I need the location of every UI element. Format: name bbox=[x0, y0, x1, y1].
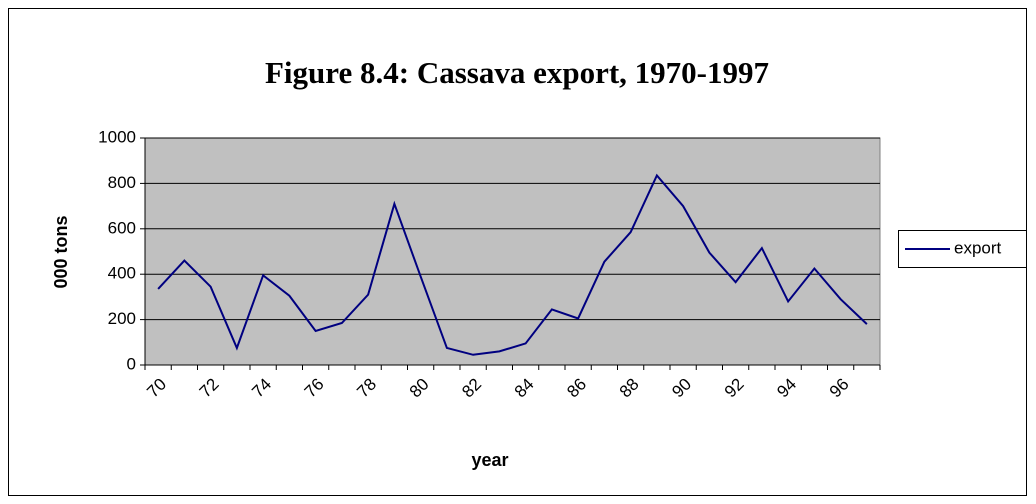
data-line bbox=[157, 173, 868, 356]
x-axis-label: year bbox=[471, 450, 508, 470]
plot-area bbox=[144, 137, 881, 366]
y-axis-label: 000 tons bbox=[51, 215, 71, 288]
y-tick-label: 400 bbox=[108, 264, 136, 283]
y-tick-label: 200 bbox=[108, 309, 136, 328]
chart-title: Figure 8.4: Cassava export, 1970-1997 bbox=[265, 55, 769, 90]
y-tick-label: 1000 bbox=[98, 127, 136, 146]
y-tick-label: 0 bbox=[127, 354, 136, 373]
legend-label: export bbox=[954, 238, 1002, 257]
y-tick-label: 600 bbox=[108, 218, 136, 237]
y-tick-label: 800 bbox=[108, 173, 136, 192]
